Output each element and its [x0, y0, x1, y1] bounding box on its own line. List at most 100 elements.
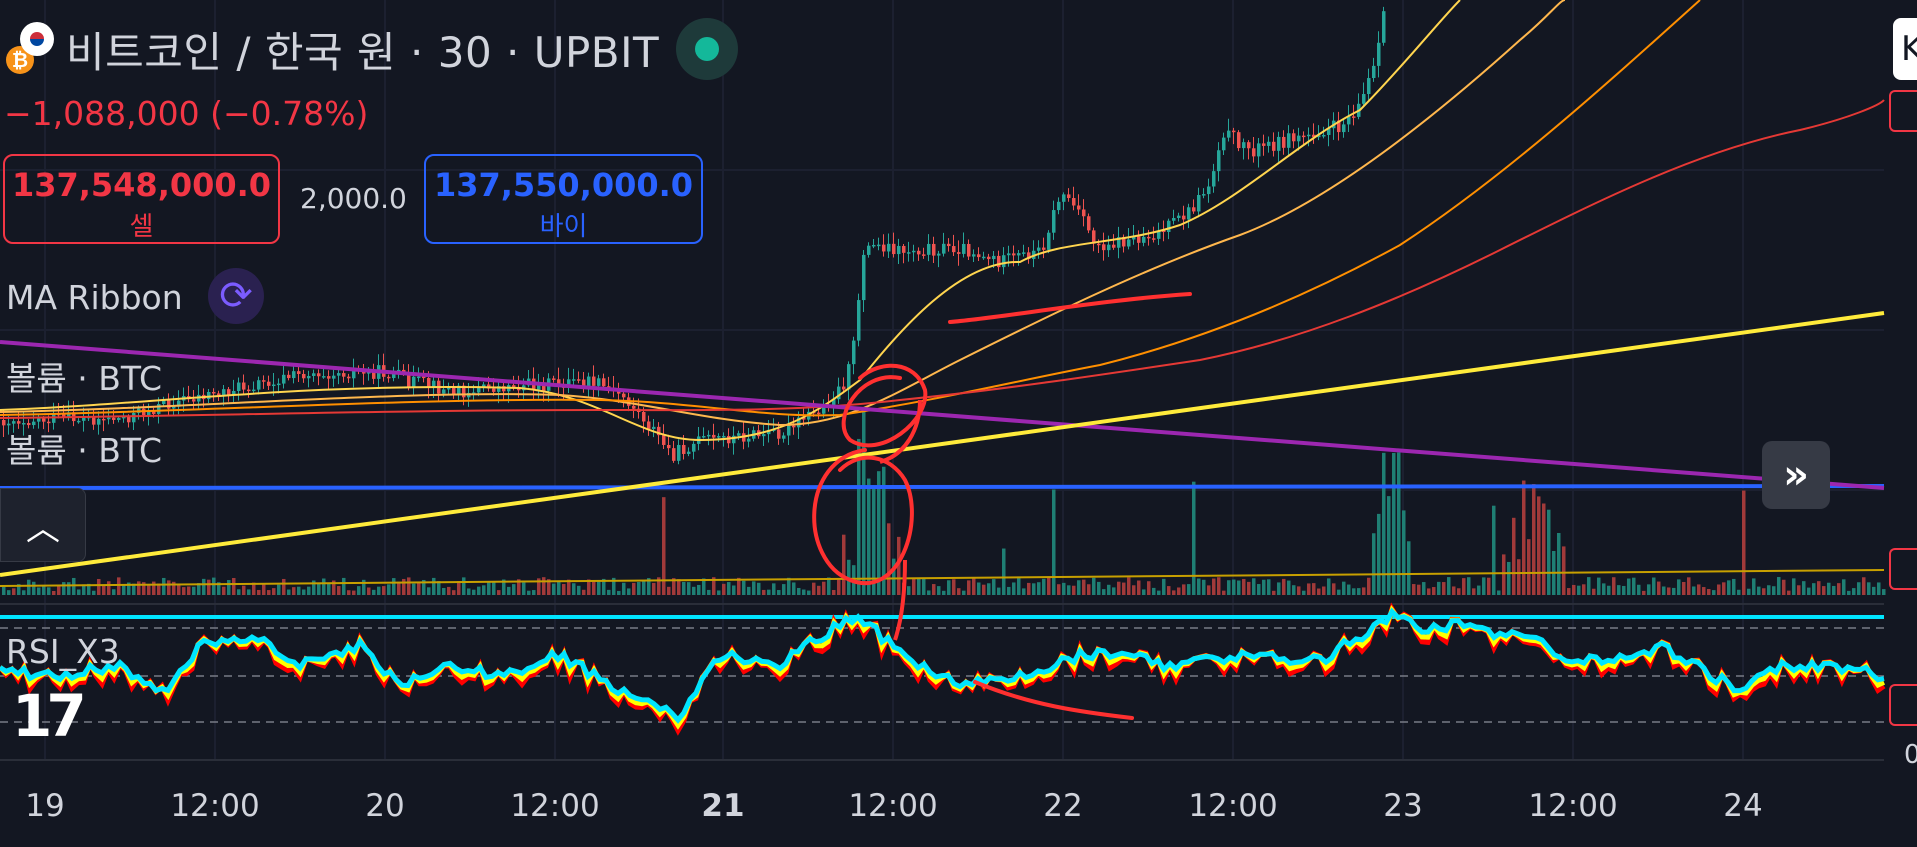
candle-body: [597, 378, 601, 386]
volume-bar: [87, 583, 91, 595]
volume-bar: [502, 579, 506, 595]
volume-bar: [1737, 589, 1741, 595]
volume-bar: [27, 579, 31, 595]
candle-body: [332, 375, 336, 379]
volume-bar: [272, 588, 276, 595]
candle-body: [842, 386, 846, 390]
candle-body: [557, 379, 561, 386]
hand-drawn-annotations: [812, 292, 1192, 720]
volume-bar: [1837, 583, 1841, 595]
candle-body: [162, 400, 166, 405]
candle-body: [237, 382, 241, 391]
volume-bar: [1202, 579, 1206, 595]
candle-body: [1277, 136, 1281, 151]
volume-bar: [212, 577, 216, 595]
candle-body: [1092, 230, 1096, 244]
candle-body: [62, 414, 66, 417]
double-chevron-right-icon[interactable]: »: [1762, 441, 1830, 509]
volume-bar: [657, 577, 661, 595]
volume-bar: [1747, 588, 1751, 595]
candle-body: [822, 405, 826, 414]
chevron-up-icon[interactable]: ︿: [0, 488, 86, 562]
volume-bar: [897, 536, 901, 595]
market-open-dot-icon[interactable]: [676, 18, 738, 80]
candle-body: [1262, 143, 1266, 146]
candle-body: [887, 243, 891, 252]
volume-bar: [1032, 583, 1036, 595]
candle-body: [177, 400, 181, 407]
candle-body: [932, 243, 936, 256]
volume-bar: [1637, 584, 1641, 595]
candle-body: [692, 443, 696, 452]
candle-body: [1107, 244, 1111, 251]
refresh-icon[interactable]: ⟳: [208, 268, 264, 324]
candle-body: [347, 376, 351, 379]
candle-body: [27, 423, 31, 426]
volume-bar: [262, 583, 266, 595]
volume-bar: [1607, 585, 1611, 595]
volume-bar: [592, 580, 596, 595]
candle-body: [1087, 216, 1091, 231]
volume-bar: [1622, 585, 1626, 595]
candle-body: [1022, 252, 1026, 254]
right-edge-box[interactable]: K: [1893, 18, 1917, 80]
candle-body: [257, 380, 261, 390]
volume-bar: [417, 583, 421, 595]
candle-body: [1302, 135, 1306, 138]
volume-bar: [877, 471, 881, 595]
ma-ribbon-label[interactable]: MA Ribbon: [6, 278, 183, 317]
volume-bar: [532, 590, 536, 595]
candle-body: [1347, 116, 1351, 125]
volume-bar: [1357, 588, 1361, 595]
volume-bar: [77, 589, 81, 595]
candle-body: [572, 379, 576, 381]
volume-bar: [542, 577, 546, 595]
spread-value: 2,000.0: [300, 182, 407, 215]
candle-body: [82, 417, 86, 421]
volume-bar: [1377, 513, 1381, 595]
candle-body: [962, 243, 966, 254]
candle-body: [277, 383, 281, 386]
candle-body: [1122, 237, 1126, 247]
volume-bar: [37, 587, 41, 595]
volume-bar: [457, 581, 461, 595]
volume-bar: [1787, 590, 1791, 595]
volume-bar: [672, 578, 676, 595]
sell-label: 셀: [129, 212, 154, 242]
volume-bar: [1122, 582, 1126, 595]
volume-bar: [282, 578, 286, 595]
candle-body: [167, 400, 171, 409]
volume-bar: [1342, 581, 1346, 595]
symbol-header[interactable]: ₿ 비트코인 / 한국 원 · 30 · UPBIT: [6, 18, 659, 80]
candle-body: [307, 375, 311, 379]
candle-body: [77, 420, 81, 423]
volume-bar: [172, 581, 176, 595]
volume-bar: [1002, 548, 1006, 595]
candle-body: [232, 390, 236, 396]
sell-button[interactable]: 137,548,000.0 셀: [3, 154, 280, 244]
volume-bar: [57, 586, 61, 595]
volume-bar: [117, 577, 121, 595]
volume-bar: [292, 587, 296, 595]
candle-body: [1047, 232, 1051, 250]
time-axis-label: 12:00: [1188, 788, 1278, 824]
candle-body: [472, 392, 476, 395]
volume-bar: [437, 581, 441, 595]
volume-bar: [242, 585, 246, 595]
candle-body: [782, 435, 786, 439]
sell-price: 137,548,000.0: [11, 166, 272, 204]
volume-bar: [497, 590, 501, 595]
candle-body: [282, 374, 286, 384]
volume-bar: [767, 589, 771, 595]
candle-body: [777, 429, 781, 439]
buy-button[interactable]: 137,550,000.0 바이: [424, 154, 703, 244]
rsi-label[interactable]: RSI_X3: [6, 632, 120, 671]
volume-bar: [1742, 490, 1746, 595]
candle-body: [762, 434, 766, 437]
ma-ribbon-lines: [0, 0, 1885, 442]
volume-bar: [587, 579, 591, 595]
volume-label-1[interactable]: 볼륨 · BTC: [6, 359, 163, 398]
candle-body: [122, 416, 126, 419]
volume-label-2[interactable]: 볼륨 · BTC: [6, 431, 163, 470]
